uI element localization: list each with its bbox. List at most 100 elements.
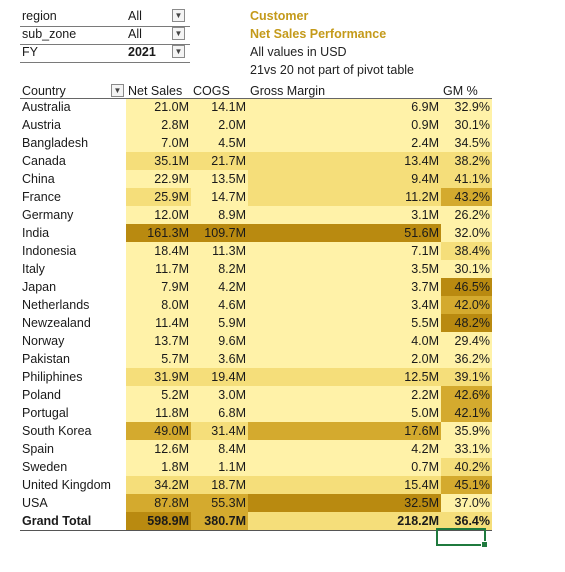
row-net-sales[interactable]: 12.0M [126,206,191,224]
row-cogs[interactable]: 4.5M [191,134,248,152]
row-country[interactable]: Italy [22,262,45,276]
row-net-sales[interactable]: 1.8M [126,458,191,476]
row-country[interactable]: Portugal [22,406,69,420]
row-cogs[interactable]: 55.3M [191,494,248,512]
row-country[interactable]: Spain [22,442,54,456]
row-country[interactable]: Pakistan [22,352,70,366]
total-gross-margin[interactable]: 218.2M [248,512,441,531]
row-country[interactable]: Norway [22,334,65,348]
row-country[interactable]: Newzealand [22,316,91,330]
row-gm-pct[interactable]: 30.1% [441,260,492,278]
row-country[interactable]: Netherlands [22,298,90,312]
row-cogs[interactable]: 8.9M [191,206,248,224]
row-gm-pct[interactable]: 43.2% [441,188,492,206]
filter-value-sub-zone[interactable]: All [128,27,142,41]
row-net-sales[interactable]: 5.2M [126,386,191,404]
row-net-sales[interactable]: 5.7M [126,350,191,368]
row-gross-margin[interactable]: 3.4M [248,296,441,314]
row-cogs[interactable]: 5.9M [191,314,248,332]
row-gross-margin[interactable]: 17.6M [248,422,441,440]
row-gm-pct[interactable]: 42.6% [441,386,492,404]
country-dropdown-icon[interactable]: ▼ [111,84,124,97]
row-gross-margin[interactable]: 2.4M [248,134,441,152]
row-cogs[interactable]: 8.4M [191,440,248,458]
row-net-sales[interactable]: 49.0M [126,422,191,440]
row-net-sales[interactable]: 7.0M [126,134,191,152]
row-cogs[interactable]: 9.6M [191,332,248,350]
row-country[interactable]: Australia [22,100,71,115]
row-cogs[interactable]: 21.7M [191,152,248,170]
selected-cell[interactable] [436,528,488,548]
filter-value-fy[interactable]: 2021 [128,45,156,59]
row-gm-pct[interactable]: 36.2% [441,350,492,368]
row-net-sales[interactable]: 21.0M [126,98,191,116]
row-net-sales[interactable]: 161.3M [126,224,191,242]
row-gross-margin[interactable]: 2.2M [248,386,441,404]
sub-zone-dropdown-icon[interactable]: ▼ [172,27,185,40]
row-gm-pct[interactable]: 26.2% [441,206,492,224]
total-net-sales[interactable]: 598.9M [126,512,191,531]
row-cogs[interactable]: 109.7M [191,224,248,242]
row-gm-pct[interactable]: 41.1% [441,170,492,188]
row-gm-pct[interactable]: 38.4% [441,242,492,260]
row-net-sales[interactable]: 7.9M [126,278,191,296]
row-net-sales[interactable]: 13.7M [126,332,191,350]
row-gross-margin[interactable]: 13.4M [248,152,441,170]
row-cogs[interactable]: 1.1M [191,458,248,476]
row-net-sales[interactable]: 34.2M [126,476,191,494]
row-gross-margin[interactable]: 4.2M [248,440,441,458]
row-gross-margin[interactable]: 5.5M [248,314,441,332]
row-gm-pct[interactable]: 39.1% [441,368,492,386]
row-country[interactable]: Austria [22,118,61,132]
row-gm-pct[interactable]: 30.1% [441,116,492,134]
row-gm-pct[interactable]: 38.2% [441,152,492,170]
row-gross-margin[interactable]: 0.9M [248,116,441,134]
total-cogs[interactable]: 380.7M [191,512,248,531]
row-net-sales[interactable]: 2.8M [126,116,191,134]
row-country[interactable]: Indonesia [22,244,77,258]
row-gross-margin[interactable]: 2.0M [248,350,441,368]
row-country[interactable]: Japan [22,280,57,294]
row-cogs[interactable]: 13.5M [191,170,248,188]
row-cogs[interactable]: 11.3M [191,242,248,260]
row-country[interactable]: Sweden [22,460,68,474]
region-dropdown-icon[interactable]: ▼ [172,9,185,22]
row-cogs[interactable]: 19.4M [191,368,248,386]
row-net-sales[interactable]: 11.7M [126,260,191,278]
row-gross-margin[interactable]: 51.6M [248,224,441,242]
row-net-sales[interactable]: 25.9M [126,188,191,206]
row-country[interactable]: China [22,172,55,186]
row-country[interactable]: Germany [22,208,74,222]
row-gross-margin[interactable]: 5.0M [248,404,441,422]
row-gm-pct[interactable]: 45.1% [441,476,492,494]
row-gross-margin[interactable]: 12.5M [248,368,441,386]
row-gross-margin[interactable]: 3.7M [248,278,441,296]
row-cogs[interactable]: 6.8M [191,404,248,422]
row-gm-pct[interactable]: 34.5% [441,134,492,152]
row-gm-pct[interactable]: 42.0% [441,296,492,314]
row-net-sales[interactable]: 11.8M [126,404,191,422]
row-gm-pct[interactable]: 35.9% [441,422,492,440]
row-gm-pct[interactable]: 48.2% [441,314,492,332]
row-cogs[interactable]: 14.7M [191,188,248,206]
row-gm-pct[interactable]: 42.1% [441,404,492,422]
row-cogs[interactable]: 3.0M [191,386,248,404]
row-gm-pct[interactable]: 29.4% [441,332,492,350]
row-gross-margin[interactable]: 32.5M [248,494,441,512]
row-cogs[interactable]: 14.1M [191,98,248,116]
row-country[interactable]: United Kingdom [22,478,111,492]
row-country[interactable]: South Korea [22,424,92,438]
row-gross-margin[interactable]: 11.2M [248,188,441,206]
row-gross-margin[interactable]: 3.5M [248,260,441,278]
row-country[interactable]: Canada [22,154,66,168]
row-cogs[interactable]: 4.2M [191,278,248,296]
row-net-sales[interactable]: 35.1M [126,152,191,170]
row-gm-pct[interactable]: 40.2% [441,458,492,476]
row-gross-margin[interactable]: 7.1M [248,242,441,260]
fill-handle[interactable] [481,541,488,548]
filter-value-region[interactable]: All [128,9,142,23]
row-gm-pct[interactable]: 32.0% [441,224,492,242]
row-cogs[interactable]: 4.6M [191,296,248,314]
row-gm-pct[interactable]: 46.5% [441,278,492,296]
row-cogs[interactable]: 3.6M [191,350,248,368]
